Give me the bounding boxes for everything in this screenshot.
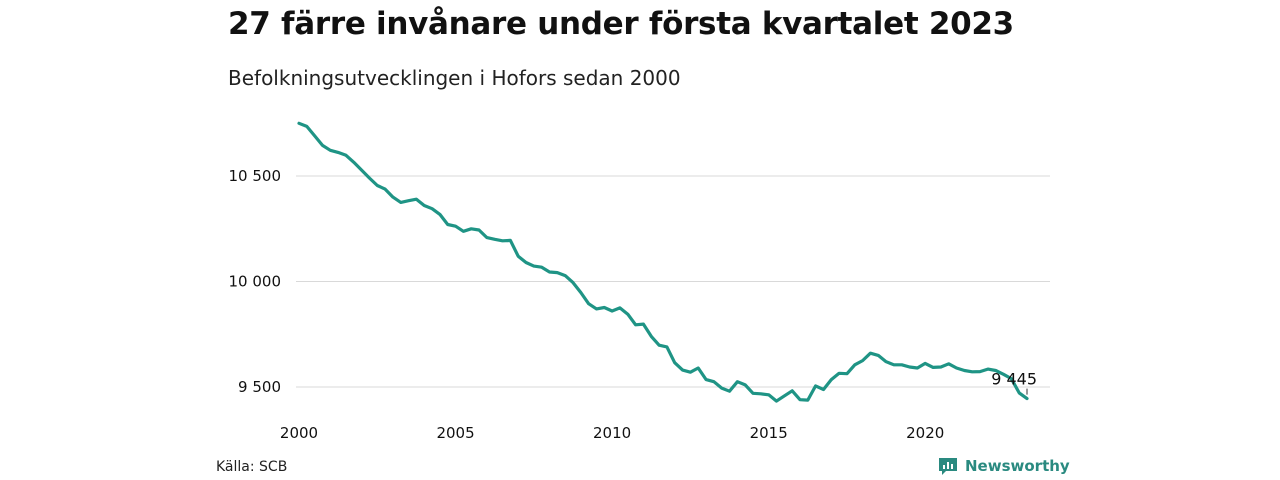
gridlines xyxy=(296,175,1050,388)
chart-subtitle: Befolkningsutvecklingen i Hofors sedan 2… xyxy=(228,66,681,90)
y-tick-label: 10 000 xyxy=(229,273,282,291)
end-value-label: 9 445 xyxy=(991,370,1037,389)
series-layer xyxy=(297,121,1029,403)
annotation-layer: 9 445 xyxy=(991,370,1037,395)
y-axis-ticks: 9 500 10 000 10 500 xyxy=(229,167,282,396)
brand-name: Newsworthy xyxy=(965,457,1070,475)
newsworthy-logo-icon xyxy=(939,458,957,475)
x-tick-label: 2000 xyxy=(280,424,318,442)
brand-logo: Newsworthy xyxy=(937,455,1070,477)
x-tick-label: 2015 xyxy=(750,424,788,442)
y-tick-label: 10 500 xyxy=(229,167,282,185)
x-axis-ticks: 2000 2005 2010 2015 2020 xyxy=(280,424,944,442)
y-tick-label: 9 500 xyxy=(238,378,281,396)
series-line xyxy=(297,121,1029,403)
source-note: Källa: SCB xyxy=(216,459,288,475)
x-tick-label: 2010 xyxy=(593,424,631,442)
chart-title: 27 färre invånare under första kvartalet… xyxy=(228,6,1014,42)
x-tick-label: 2005 xyxy=(436,424,474,442)
x-tick-label: 2020 xyxy=(906,424,944,442)
